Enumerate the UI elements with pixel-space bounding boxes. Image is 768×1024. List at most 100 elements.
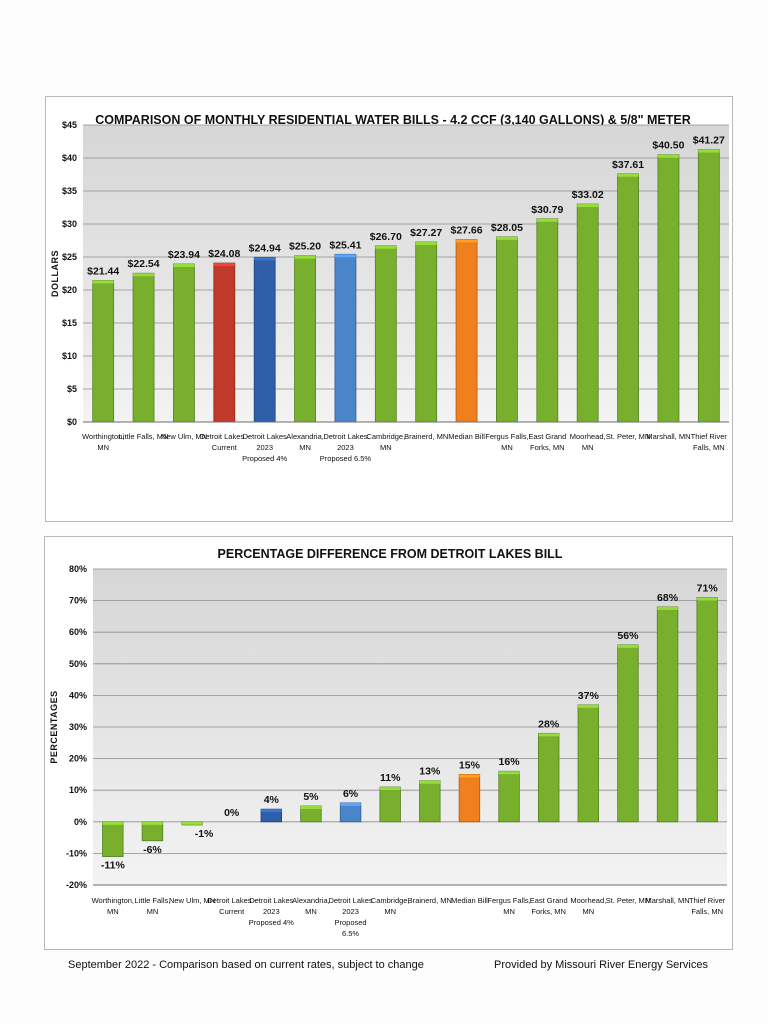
bar xyxy=(498,770,520,823)
category-label: Little Falls, xyxy=(135,896,171,905)
category-label: Cambridge, xyxy=(371,896,410,905)
y-tick-label: $20 xyxy=(62,285,77,295)
data-label: $25.41 xyxy=(329,239,361,251)
category-label: MN xyxy=(503,907,515,916)
bar-top-highlight xyxy=(617,173,639,177)
category-label: Alexandria, xyxy=(286,432,324,441)
percentage-difference-panel: PERCENTAGE DIFFERENCE FROM DETROIT LAKES… xyxy=(44,536,733,950)
category-label: Forks, MN xyxy=(530,443,565,452)
water-bill-comparison-panel: COMPARISON OF MONTHLY RESIDENTIAL WATER … xyxy=(45,96,733,522)
bar-top-highlight xyxy=(456,239,478,243)
bar-top-highlight xyxy=(213,263,235,267)
bar-top-highlight xyxy=(254,257,276,261)
category-label: Moorhead, xyxy=(570,896,606,905)
bar-top-highlight xyxy=(536,218,558,222)
bar-top-highlight xyxy=(578,704,599,708)
bar xyxy=(213,262,236,423)
bar-top-highlight xyxy=(577,204,599,208)
category-label: 2023 xyxy=(337,443,354,452)
bar xyxy=(253,256,276,423)
data-label: 71% xyxy=(697,582,719,594)
chart-title: PERCENTAGE DIFFERENCE FROM DETROIT LAKES… xyxy=(218,547,563,561)
data-label: -6% xyxy=(143,844,162,856)
bar-top-highlight xyxy=(133,273,155,277)
category-label: Detroit Lakes - xyxy=(200,432,249,441)
y-axis-label: DOLLARS xyxy=(50,250,60,297)
data-label: 28% xyxy=(538,718,560,730)
bar xyxy=(173,263,195,423)
bar-top-highlight xyxy=(617,644,639,648)
bar xyxy=(379,786,401,823)
chart-title: COMPARISON OF MONTHLY RESIDENTIAL WATER … xyxy=(95,113,691,127)
category-label: Proposed xyxy=(335,918,367,927)
data-label: 13% xyxy=(419,766,441,778)
bar xyxy=(536,218,559,423)
data-label: $30.79 xyxy=(531,204,563,216)
y-tick-label: 0% xyxy=(74,817,87,827)
category-label: MN xyxy=(97,443,109,452)
bar xyxy=(537,732,560,823)
bar xyxy=(294,255,316,423)
category-label: East Grand xyxy=(530,896,568,905)
bar xyxy=(334,253,357,423)
bar xyxy=(696,597,718,823)
category-label: Detroit Lakes - xyxy=(207,896,256,905)
category-label: New Ulm, MN xyxy=(161,432,207,441)
y-tick-label: $30 xyxy=(62,219,77,229)
category-label: MN xyxy=(147,907,159,916)
category-label: 6.5% xyxy=(342,929,359,938)
data-label: $24.94 xyxy=(249,242,281,254)
bar-top-highlight xyxy=(415,242,437,246)
category-label: Current xyxy=(219,907,245,916)
bar xyxy=(617,173,639,423)
data-label: $25.20 xyxy=(289,241,321,253)
category-label: Fergus Falls, xyxy=(487,896,530,905)
water-bill-chart: COMPARISON OF MONTHLY RESIDENTIAL WATER … xyxy=(50,113,729,463)
footer-note: September 2022 - Comparison based on cur… xyxy=(68,959,424,971)
footer-credit: Provided by Missouri River Energy Servic… xyxy=(494,959,708,971)
bar-top-highlight xyxy=(538,733,559,737)
category-label: Falls, MN xyxy=(691,907,723,916)
category-label: Moorhead, xyxy=(570,432,606,441)
y-tick-label: 70% xyxy=(69,596,87,606)
bar xyxy=(374,245,397,423)
category-label: Worthington, xyxy=(82,432,124,441)
bar xyxy=(102,821,124,857)
bar xyxy=(656,606,679,823)
category-label: Marshall, MN xyxy=(646,432,690,441)
bar-top-highlight xyxy=(181,821,203,825)
category-label: MN xyxy=(380,443,392,452)
data-label: $22.54 xyxy=(128,258,160,270)
y-tick-label: $15 xyxy=(62,318,77,328)
data-label: -1% xyxy=(195,828,214,840)
y-axis-label: PERCENTAGES xyxy=(49,690,59,763)
bar xyxy=(697,149,720,423)
category-label: 2023 xyxy=(256,443,273,452)
bar-top-highlight xyxy=(698,149,720,153)
category-label: Worthington, xyxy=(92,896,134,905)
data-label: $28.05 xyxy=(491,222,523,234)
category-label: Alexandria, xyxy=(292,896,330,905)
category-label: MN xyxy=(582,443,594,452)
data-label: $24.08 xyxy=(208,248,240,260)
y-tick-label: 80% xyxy=(69,564,87,574)
category-label: Marshall, MN xyxy=(645,896,689,905)
data-label: 5% xyxy=(303,791,319,803)
category-label: Cambridge, xyxy=(366,432,405,441)
data-label: $26.70 xyxy=(370,231,402,243)
category-label: Detroit Lakes xyxy=(323,432,367,441)
y-tick-label: -20% xyxy=(66,880,87,890)
y-tick-label: $45 xyxy=(62,120,77,130)
bar xyxy=(415,241,438,423)
category-label: Thief River xyxy=(689,896,726,905)
data-label: 0% xyxy=(224,807,240,819)
data-label: 11% xyxy=(380,772,401,784)
bar-top-highlight xyxy=(261,809,282,813)
bar xyxy=(496,236,518,423)
category-label: Detroit Lakes xyxy=(249,896,293,905)
bar-top-highlight xyxy=(92,280,114,284)
category-label: St. Peter, MN xyxy=(606,896,651,905)
category-label: Current xyxy=(212,443,238,452)
category-label: 2023 xyxy=(342,907,359,916)
bar-top-highlight xyxy=(173,263,195,267)
